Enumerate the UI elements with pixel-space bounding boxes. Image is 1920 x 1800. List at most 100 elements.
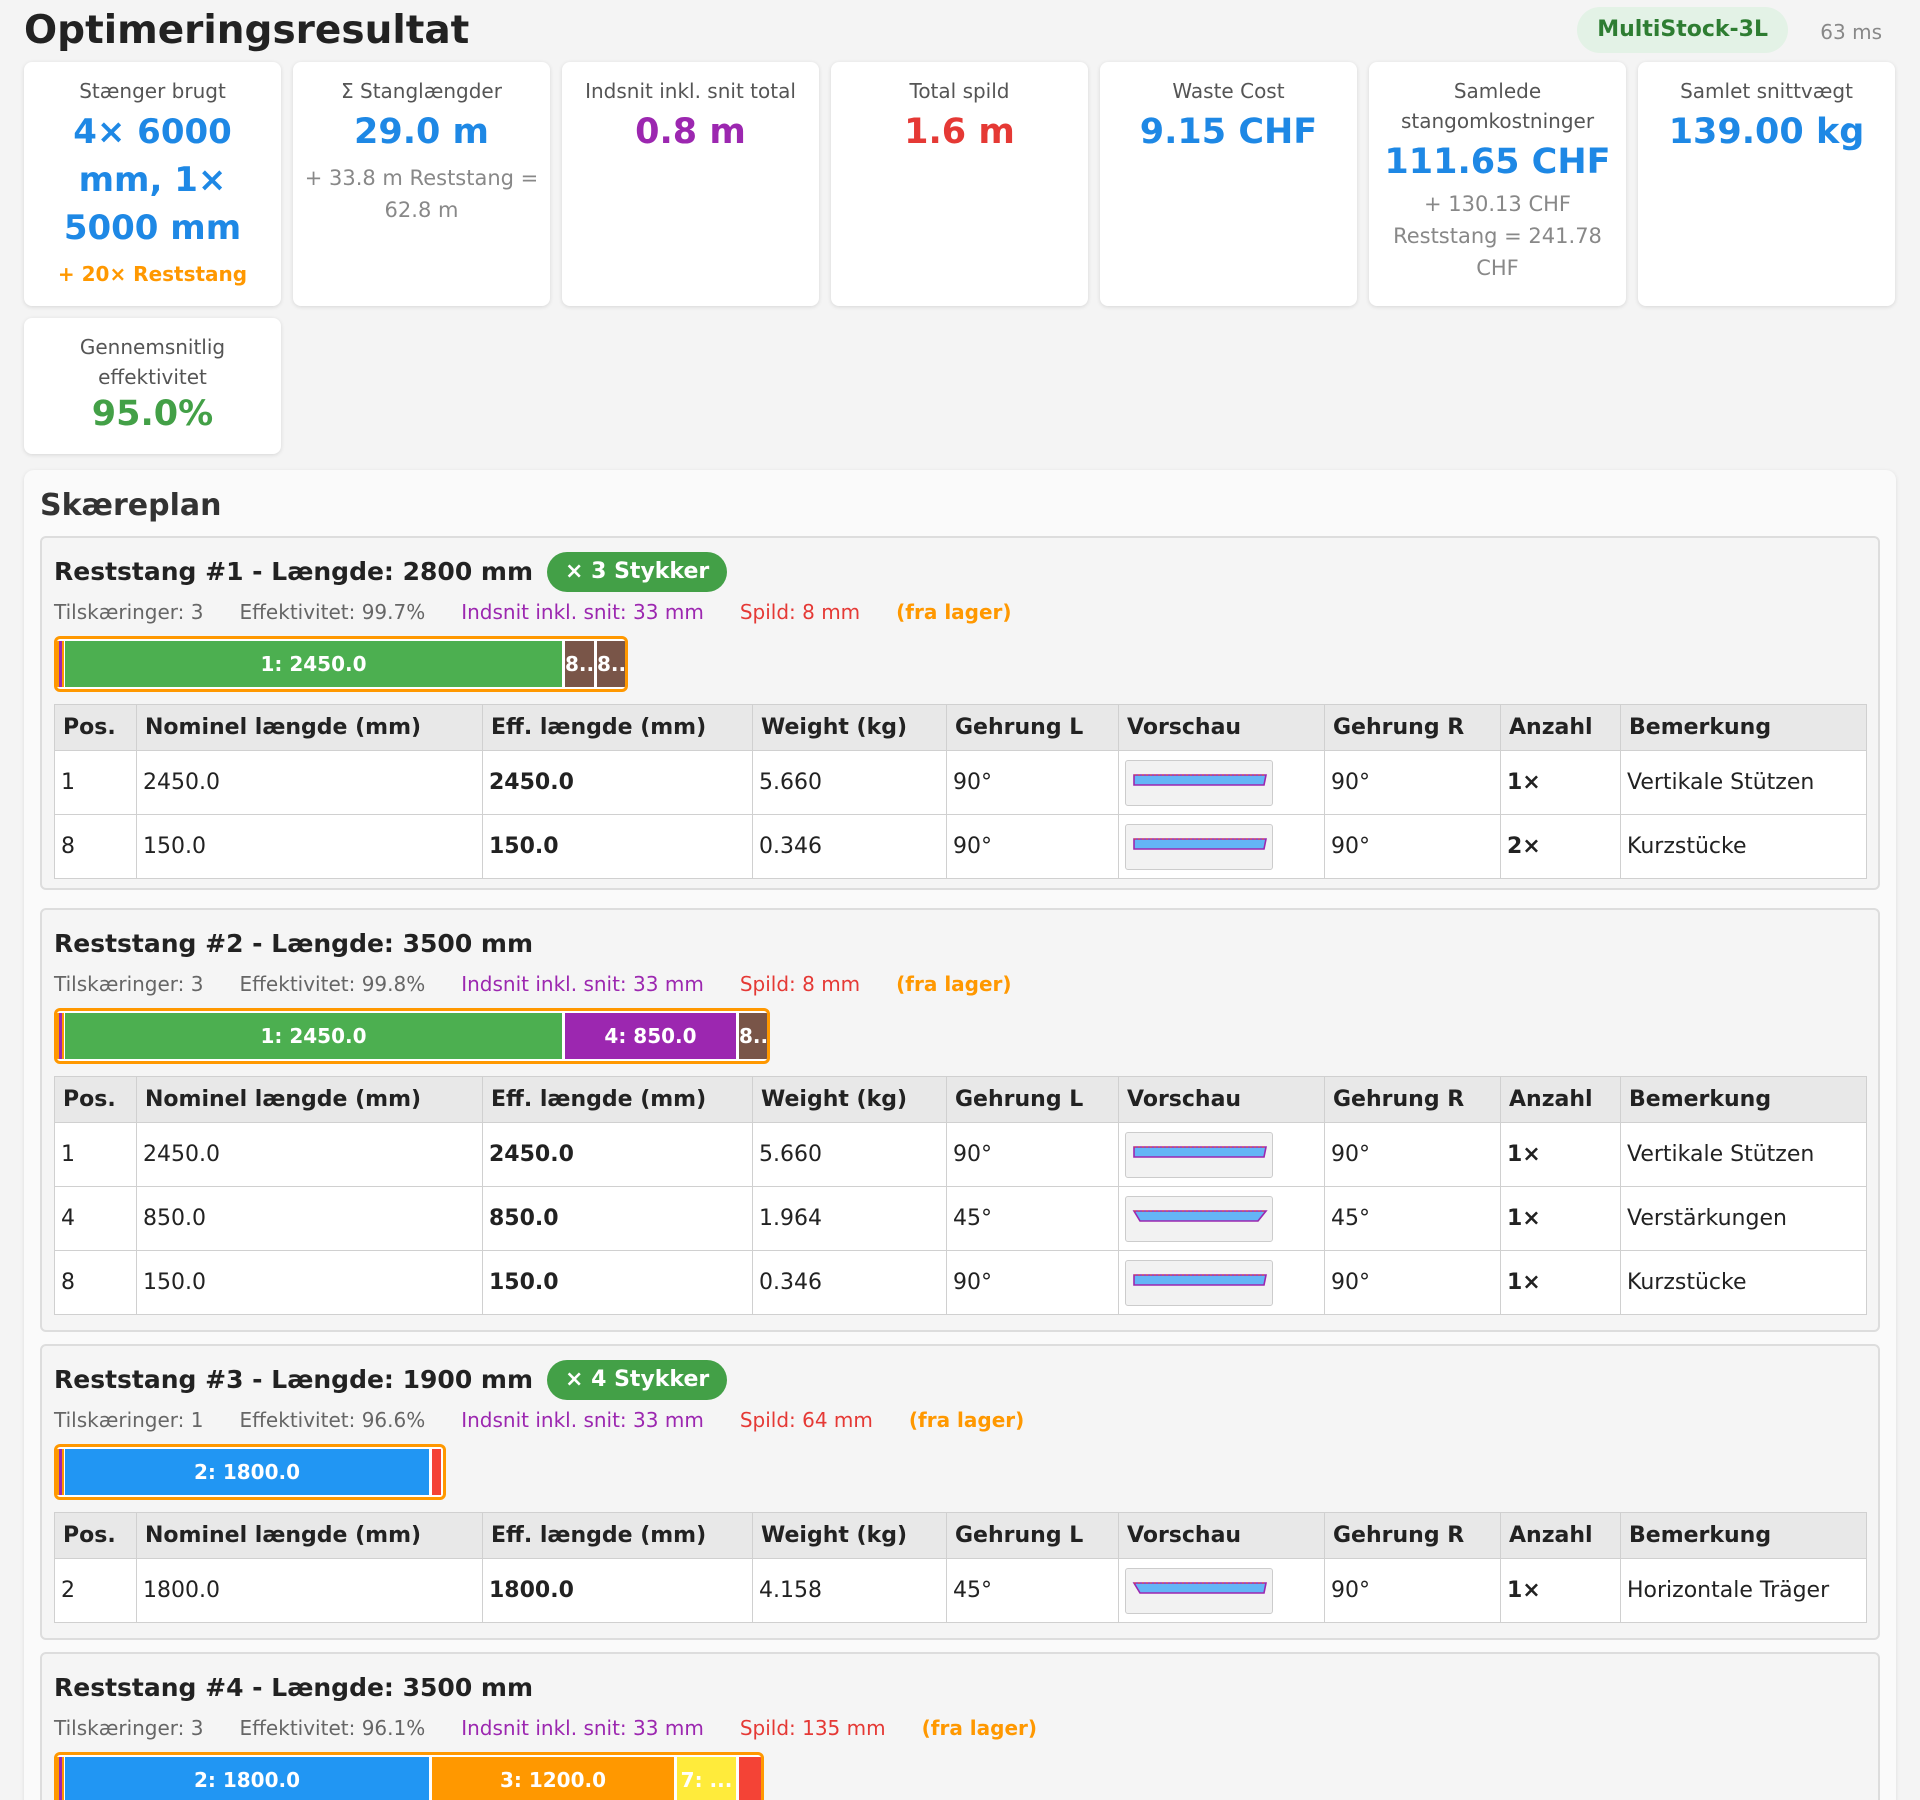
card-value: 139.00 kg [1668,112,1865,152]
column-header: Bemerkung [1620,1512,1867,1559]
quantity-cell: 2× [1500,814,1621,879]
card-bars-used: Stænger brugt 4× 6000 mm, 1× 5000 mm + 2… [24,62,281,306]
card-avg-efficiency: Gennemsnitlig effektivitet 95.0% [24,318,281,454]
nominal-length-cell: 150.0 [136,1250,483,1315]
column-header: Anzahl [1500,704,1621,751]
cut-segment: 8... [597,641,625,687]
quantity-cell: 1× [1500,1250,1621,1315]
cuts-table: Pos. Nominel længde (mm) Eff. længde (mm) W… [54,704,1867,879]
block-header: Reststang #3 - Længde: 1900 mm × 4 Stykke… [54,1360,728,1400]
preview-cell [1118,1186,1325,1251]
column-header: Gehrung R [1324,1076,1501,1123]
cut-segment: 2: 1800.0 [65,1757,429,1800]
remark-cell: Verstärkungen [1620,1186,1867,1251]
quantity-badge: × 4 Stykker [547,1360,728,1400]
table-header-row: Pos. Nominel længde (mm) Eff. længde (mm) W… [54,704,1867,751]
quantity-cell: 1× [1500,1122,1621,1187]
column-header: Gehrung R [1324,1512,1501,1559]
table-row: 8 150.0 150.0 0.346 90° 90° 2× Kurzstücke [54,814,1867,879]
card-bar-lengths: Σ Stanglængder 29.0 m + 33.8 m Reststang… [293,62,550,306]
cuts-count: Tilskæringer: 3 [54,1716,204,1740]
card-sub: + 20× Reststang [57,262,248,286]
remark-cell: Vertikale Stützen [1620,1122,1867,1187]
column-header: Anzahl [1500,1512,1621,1559]
column-header: Bemerkung [1620,1076,1867,1123]
block-title: Reststang #2 - Længde: 3500 mm [54,929,534,958]
table-header-row: Pos. Nominel længde (mm) Eff. længde (mm) W… [54,1076,1867,1123]
column-header: Eff. længde (mm) [482,704,753,751]
cuts-count: Tilskæringer: 3 [54,600,204,624]
block-meta: Tilskæringer: 3 Effektivitet: 99.7% Indsni… [54,600,1048,624]
stock-bar-block: Reststang #3 - Længde: 1900 mm × 4 Stykke… [40,1344,1880,1640]
profile-preview [1125,1259,1273,1306]
efficiency: Effektivitet: 96.6% [239,1408,426,1432]
cut-segment: 2: 1800.0 [65,1449,429,1495]
block-header: Reststang #1 - Længde: 2800 mm × 3 Stykke… [54,552,728,592]
nominal-length-cell: 1800.0 [136,1558,483,1623]
card-value: 4× 6000 mm, 1× 5000 mm [63,112,242,248]
card-total-waste: Total spild 1.6 m [831,62,1088,306]
card-kerf-total: Indsnit inkl. snit total 0.8 m [562,62,819,306]
bar-start-marker [57,641,64,687]
remark-cell: Kurzstücke [1620,814,1867,879]
cut-segment: 3: 1200.0 [432,1757,674,1800]
card-label: Indsnit inkl. snit total [585,79,796,103]
card-total-weight: Samlet snittvægt 139.00 kg [1638,62,1895,306]
column-header: Pos. [54,704,137,751]
cut-segment: 7: ... [677,1757,736,1800]
weight-cell: 0.346 [752,814,947,879]
column-header: Gehrung L [946,1512,1119,1559]
miter-left-cell: 90° [946,750,1119,815]
miter-right-cell: 45° [1324,1186,1501,1251]
bar-start-marker [57,1449,64,1495]
profile-preview [1125,1195,1273,1242]
miter-right-cell: 90° [1324,1250,1501,1315]
card-sub: + 33.8 m Reststang = 62.8 m [304,166,539,222]
column-header: Nominel længde (mm) [136,1076,483,1123]
block-meta: Tilskæringer: 3 Effektivitet: 99.8% Indsni… [54,972,1048,996]
card-sub: + 130.13 CHF Reststang = 241.78 CHF [1393,192,1602,280]
bar-visualization: 2: 1800.0 [54,1444,446,1500]
remark-cell: Horizontale Träger [1620,1558,1867,1623]
profile-preview [1125,1567,1273,1614]
effective-length-cell: 1800.0 [482,1558,753,1623]
pos-cell: 1 [54,1122,137,1187]
header: Optimeringsresultat MultiStock-3L 63 ms [24,6,1896,56]
card-value: 9.15 CHF [1139,112,1318,152]
column-header: Gehrung L [946,704,1119,751]
block-title: Reststang #4 - Længde: 3500 mm [54,1673,534,1702]
pos-cell: 4 [54,1186,137,1251]
nominal-length-cell: 2450.0 [136,750,483,815]
block-title: Reststang #3 - Længde: 1900 mm [54,1365,534,1394]
effective-length-cell: 850.0 [482,1186,753,1251]
algorithm-badge: MultiStock-3L [1577,7,1788,53]
quantity-cell: 1× [1500,750,1621,815]
column-header: Vorschau [1118,1512,1325,1559]
bar-visualization: 2: 1800.0 3: 1200.0 7: ... [54,1752,764,1800]
waste-info: Spild: 135 mm [739,1716,886,1740]
effective-length-cell: 150.0 [482,1250,753,1315]
card-value: 29.0 m [353,112,489,152]
plan-title: Skæreplan [40,488,222,523]
quantity-cell: 1× [1500,1558,1621,1623]
column-header: Weight (kg) [752,1076,947,1123]
cut-segment: 8... [565,641,594,687]
kerf-info: Indsnit inkl. snit: 33 mm [461,1716,704,1740]
table-row: 1 2450.0 2450.0 5.660 90° 90° 1× Vertikale Stüt… [54,1122,1867,1187]
weight-cell: 5.660 [752,1122,947,1187]
waste-info: Spild: 64 mm [739,1408,873,1432]
table-row: 2 1800.0 1800.0 4.158 45° 90° 1× Horizontale Tr… [54,1558,1867,1623]
bar-start-marker [57,1013,64,1059]
column-header: Eff. længde (mm) [482,1512,753,1559]
block-title: Reststang #1 - Længde: 2800 mm [54,557,534,586]
stock-bar-block: Reststang #2 - Længde: 3500 mm Tilskæring… [40,908,1880,1332]
cut-segment: 1: 2450.0 [65,641,562,687]
effective-length-cell: 2450.0 [482,1122,753,1187]
miter-right-cell: 90° [1324,814,1501,879]
preview-cell [1118,750,1325,815]
column-header: Nominel længde (mm) [136,1512,483,1559]
computation-time: 63 ms [1820,20,1882,44]
miter-left-cell: 45° [946,1558,1119,1623]
